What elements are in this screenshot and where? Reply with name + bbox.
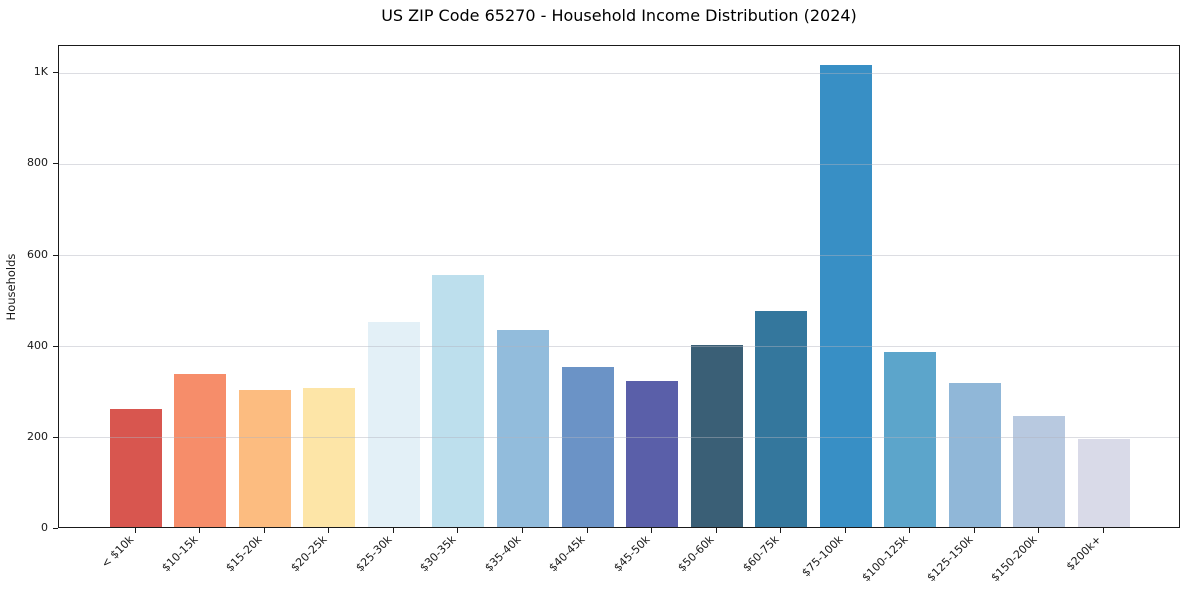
y-tick-label-0: 0	[41, 521, 48, 534]
x-tick-label-9: $50-60k	[675, 533, 717, 575]
bar-3	[303, 388, 356, 527]
y-tick-label-400: 400	[27, 338, 48, 352]
x-tick-mark-11	[844, 528, 846, 533]
y-tick-mark-400	[53, 345, 58, 347]
x-tick-label-2: $15-20k	[223, 533, 266, 575]
x-tick-mark-8	[651, 528, 653, 533]
x-tick-mark-5	[457, 528, 459, 533]
bar-1	[174, 374, 227, 527]
y-tick-mark-800	[53, 163, 58, 165]
x-tick-mark-2	[263, 528, 265, 533]
x-tick-mark-12	[909, 528, 911, 533]
x-tick-label-8: $45-50k	[611, 533, 653, 575]
x-tick-mark-6	[522, 528, 523, 533]
y-tick-label-600: 600	[27, 247, 48, 261]
x-tick-mark-1	[199, 528, 201, 533]
y-tick-mark-0	[53, 528, 58, 529]
x-tick-label-15: $200k+	[1064, 533, 1105, 574]
bar-8	[626, 381, 679, 527]
x-tick-mark-0	[134, 528, 136, 533]
y-tick-mark-1K	[53, 72, 58, 74]
x-tick-mark-3	[328, 528, 330, 533]
x-tick-mark-13	[973, 528, 975, 533]
x-tick-mark-9	[715, 528, 717, 533]
bar-11	[819, 65, 872, 527]
x-tick-mark-15	[1102, 528, 1104, 533]
y-tick-label-800: 800	[27, 156, 48, 170]
y-tick-mark-200	[53, 436, 58, 438]
bar-10	[755, 311, 808, 527]
gridline-400	[59, 346, 1179, 348]
bar-12	[884, 352, 937, 527]
x-tick-label-4: $25-30k	[352, 533, 395, 575]
bar-15	[1077, 439, 1130, 527]
x-tick-mark-4	[392, 528, 394, 533]
bar-5	[432, 275, 485, 527]
gridline-1K	[59, 72, 1179, 74]
x-tick-label-5: $30-35k	[417, 533, 459, 575]
bar-14	[1013, 416, 1066, 527]
bar-2	[238, 390, 291, 527]
bar-4	[367, 322, 420, 527]
bar-0	[109, 409, 162, 527]
x-tick-mark-10	[780, 528, 782, 533]
x-tick-label-3: $20-25k	[288, 533, 330, 575]
x-tick-label-11: $75-100k	[799, 533, 846, 580]
y-tick-label-200: 200	[27, 429, 48, 443]
x-tick-label-6: $35-40k	[481, 533, 524, 575]
x-tick-mark-14	[1038, 528, 1040, 533]
bar-9	[690, 345, 743, 527]
bar-6	[497, 330, 549, 527]
bar-13	[948, 383, 1001, 527]
x-tick-label-7: $40-45k	[546, 533, 588, 575]
gridline-200	[59, 437, 1179, 439]
gridline-800	[59, 163, 1179, 165]
bar-7	[561, 367, 614, 527]
x-tick-label-0: < $10k	[98, 533, 136, 571]
gridline-600	[59, 255, 1179, 257]
x-tick-mark-7	[586, 528, 588, 533]
x-tick-label-13: $125-150k	[923, 533, 976, 585]
chart-title: US ZIP Code 65270 - Household Income Dis…	[381, 6, 857, 25]
x-tick-label-1: $10-15k	[159, 533, 201, 575]
x-tick-label-12: $100-125k	[859, 533, 911, 585]
x-tick-label-14: $150-200k	[988, 533, 1040, 585]
plot-area	[58, 45, 1180, 528]
y-tick-label-1K: 1K	[33, 65, 48, 79]
x-tick-label-10: $60-75k	[740, 533, 782, 575]
y-tick-mark-600	[53, 254, 58, 256]
